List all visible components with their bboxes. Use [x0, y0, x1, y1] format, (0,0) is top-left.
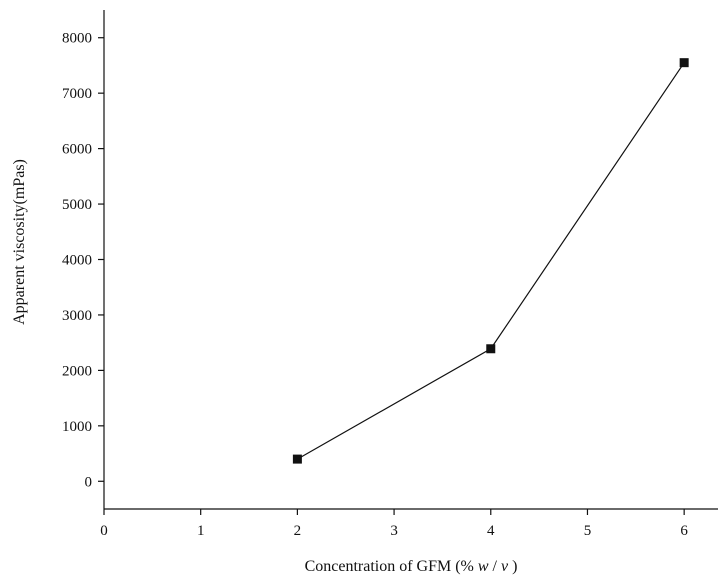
labels-layer: Concentration of GFM (% w / v ) Apparent… — [11, 159, 517, 575]
x-axis-title-close: ) — [512, 558, 517, 575]
x-axis-title-italic-w: w — [478, 558, 489, 575]
x-axis-title-italic-v: v — [501, 558, 509, 575]
y-tick-label-1: 1000 — [62, 419, 92, 435]
series-line-0 — [297, 62, 685, 460]
x-axis-title-main: Concentration of GFM (% — [305, 558, 474, 575]
x-axis-title-slash: / — [493, 558, 498, 575]
y-tick-label-8: 8000 — [62, 31, 92, 47]
y-tick-label-7: 7000 — [62, 86, 92, 102]
y-tick-label-6: 6000 — [62, 142, 92, 158]
x-axis-title: Concentration of GFM (% w / v ) — [305, 558, 518, 575]
data-point-0-0 — [292, 454, 302, 464]
x-tick-label-0: 0 — [100, 523, 108, 539]
series-layer — [292, 58, 689, 464]
axes-layer — [103, 10, 718, 510]
data-point-0-1 — [486, 344, 496, 354]
y-tick-label-3: 3000 — [62, 308, 92, 324]
x-tick-label-5: 5 — [584, 523, 592, 539]
x-tick-label-6: 6 — [680, 523, 688, 539]
x-tick-label-3: 3 — [390, 523, 398, 539]
data-point-0-2 — [679, 58, 689, 68]
x-tick-label-2: 2 — [294, 523, 302, 539]
y-axis-title: Apparent viscosity(mPas) — [11, 159, 28, 325]
ticks-layer: 0 1 2 3 4 5 6 0 1000 2000 3000 4000 5000 6000 7000 8000 — [62, 31, 688, 539]
x-tick-label-1: 1 — [197, 523, 205, 539]
x-tick-label-4: 4 — [487, 523, 495, 539]
y-tick-label-5: 5000 — [62, 197, 92, 213]
y-tick-label-0: 0 — [85, 474, 93, 490]
y-tick-label-2: 2000 — [62, 363, 92, 379]
y-tick-label-4: 4000 — [62, 253, 92, 269]
